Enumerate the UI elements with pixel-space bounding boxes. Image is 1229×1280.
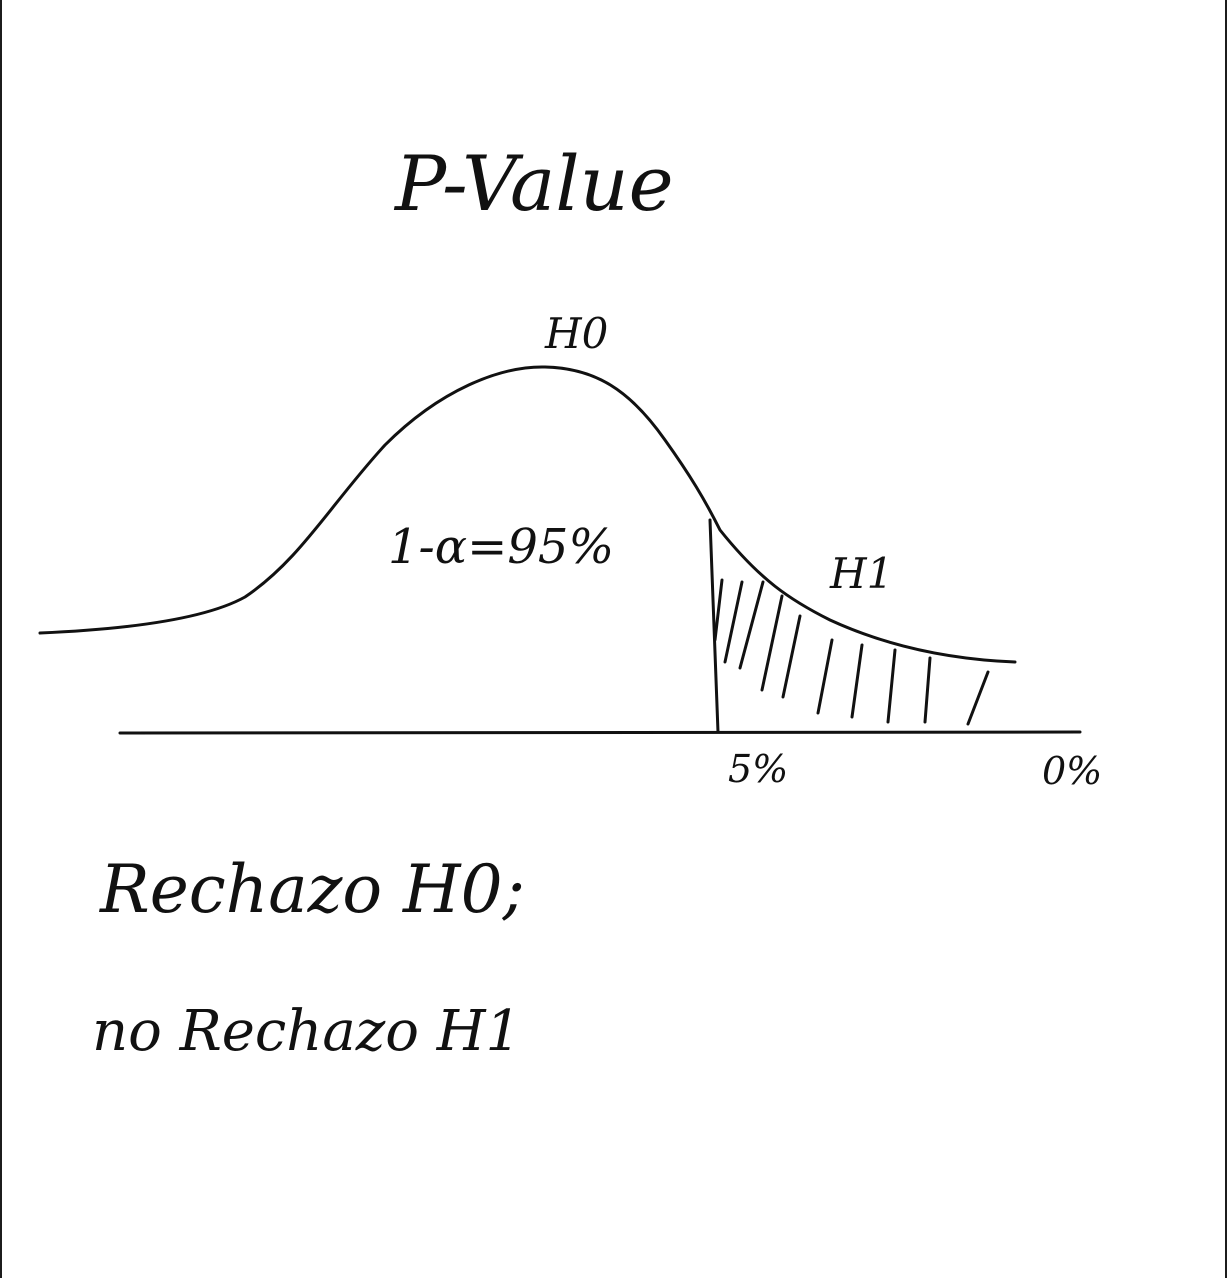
conclusion-line-1: Rechazo H0; [99, 851, 525, 928]
conclusion-line-2: no Rechazo H1 [92, 999, 521, 1064]
alternative-hypothesis-label: H1 [829, 549, 893, 598]
acceptance-region-label: 1-α=95% [388, 519, 614, 575]
x-axis [118, 730, 1082, 735]
critical-value-line [708, 518, 720, 734]
sketch-title: P-Value [393, 139, 674, 228]
rejection-region-hatching [713, 578, 990, 726]
tick-label-critical: 5% [728, 747, 788, 791]
tick-label-end: 0% [1042, 749, 1102, 793]
distribution-curve [38, 365, 1017, 664]
null-hypothesis-label: H0 [544, 309, 608, 358]
